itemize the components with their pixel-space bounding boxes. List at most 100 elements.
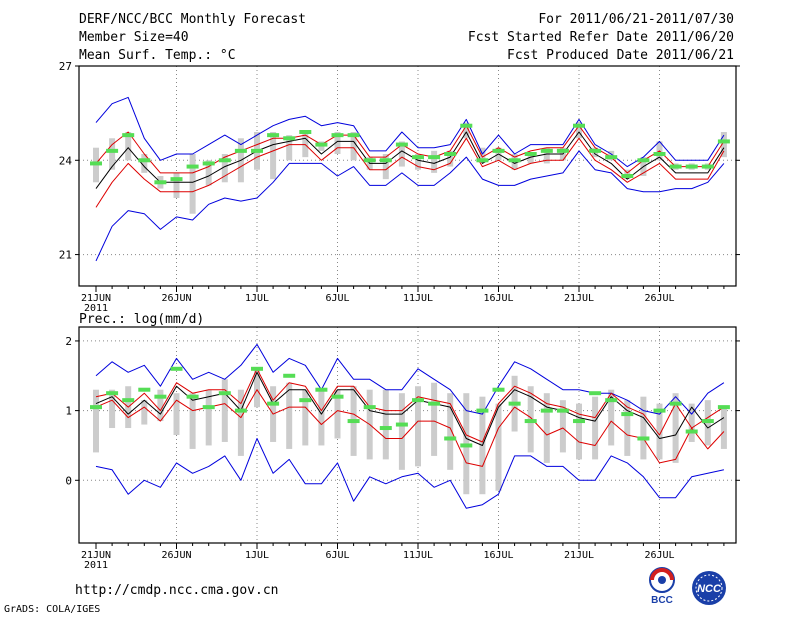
spread-box — [286, 135, 293, 161]
spread-box — [447, 393, 454, 470]
plot-frame — [78, 65, 737, 287]
member-marker — [154, 180, 167, 185]
member-marker — [412, 155, 424, 160]
member-marker — [106, 391, 119, 396]
mean-line — [95, 131, 725, 189]
member-marker — [428, 155, 441, 160]
precipitation-variable-label: Prec.: log(mm/d) — [79, 312, 205, 327]
member-marker — [701, 164, 714, 169]
spread-box — [415, 386, 421, 467]
spread-box — [109, 138, 116, 170]
temperature-variable-label: Mean Surf. Temp.: °C — [79, 48, 236, 63]
member-marker — [701, 419, 714, 424]
x-tick-label: 16JUL — [483, 293, 513, 304]
spread-box — [720, 132, 727, 158]
website-url-link[interactable]: http://cmdp.ncc.cma.gov.cn — [75, 583, 279, 598]
spread-box — [173, 172, 180, 198]
min-line — [95, 438, 725, 509]
x-tick-label: 6JUL — [325, 293, 349, 304]
spread-box — [398, 393, 405, 470]
forecast-period-label: For 2011/06/21-2011/07/30 — [538, 12, 734, 27]
member-marker — [234, 408, 247, 413]
member-marker — [347, 419, 360, 424]
member-marker — [90, 161, 102, 166]
member-marker — [540, 148, 553, 153]
member-marker — [476, 158, 489, 163]
member-marker — [138, 158, 151, 163]
max-line — [95, 96, 725, 168]
member-marker — [492, 148, 505, 153]
member-marker — [444, 436, 457, 441]
member-marker — [379, 158, 392, 163]
ncc-logo: NCC — [692, 571, 726, 605]
member-marker — [122, 133, 135, 138]
member-marker — [251, 366, 263, 371]
x-tick-label: 11JUL — [403, 550, 433, 561]
min-line — [95, 150, 725, 262]
spread-box — [656, 403, 663, 460]
member-marker — [492, 387, 505, 392]
x-tick-label: 26JUL — [644, 550, 674, 561]
spread-box — [382, 154, 389, 180]
spread-box — [608, 389, 615, 446]
upper-line — [95, 368, 725, 443]
spread-box — [157, 389, 164, 422]
spread-box — [463, 122, 470, 139]
chart-title: DERF/NCC/BCC Monthly Forecast — [79, 12, 306, 27]
forecast-produced-date-label: Fcst Produced Date 2011/06/21 — [507, 48, 734, 63]
member-marker — [395, 142, 408, 147]
member-marker — [685, 164, 698, 169]
member-marker — [347, 133, 360, 138]
member-marker — [621, 174, 634, 178]
member-marker — [379, 426, 392, 431]
spread-box — [688, 403, 695, 442]
svg-text:BCC: BCC — [651, 595, 673, 606]
member-marker — [202, 161, 215, 166]
member-marker — [476, 408, 489, 413]
spread-box — [189, 393, 196, 449]
member-marker — [299, 130, 312, 134]
lower-line — [95, 389, 725, 467]
y-tick-label: 1 — [65, 405, 72, 418]
member-marker — [154, 394, 167, 399]
spread-box — [398, 141, 405, 167]
spread-box — [189, 154, 196, 214]
member-marker — [556, 408, 569, 413]
member-marker — [605, 398, 618, 403]
member-marker — [283, 136, 296, 141]
member-marker — [170, 177, 183, 182]
temperature-panel: 21 24 27 21JUN 26JUN 1JUL 6JUL 11JUL 16JUL 21JUL 2… — [59, 60, 740, 314]
spread-box — [382, 389, 389, 460]
member-marker — [524, 419, 537, 424]
x-tick-label: 21JUL — [564, 293, 594, 304]
member-marker — [331, 133, 344, 138]
spread-box — [495, 403, 502, 491]
member-marker — [170, 366, 183, 371]
grads-credit: GrADS: COLA/IGES — [4, 604, 101, 615]
y-tick-label: 0 — [65, 474, 72, 487]
member-marker — [138, 387, 151, 392]
member-marker — [637, 158, 650, 163]
y-tick-label: 24 — [59, 154, 73, 167]
member-marker — [202, 405, 215, 410]
member-marker — [540, 408, 553, 413]
member-marker — [267, 401, 280, 406]
member-marker — [218, 158, 231, 163]
member-marker — [412, 398, 424, 403]
spread-box — [109, 389, 116, 429]
member-marker — [444, 152, 457, 156]
member-marker — [283, 373, 296, 378]
member-marker — [589, 391, 602, 396]
member-marker — [508, 401, 521, 406]
spread-box — [141, 400, 148, 425]
spread-box — [527, 154, 534, 164]
spread-box — [576, 403, 582, 460]
member-marker — [299, 398, 312, 403]
y-tick-label: 21 — [59, 249, 72, 262]
member-marker — [428, 401, 441, 406]
member-marker — [460, 443, 473, 448]
spread-box — [205, 160, 212, 186]
member-marker — [605, 155, 618, 160]
member-marker — [186, 394, 199, 399]
